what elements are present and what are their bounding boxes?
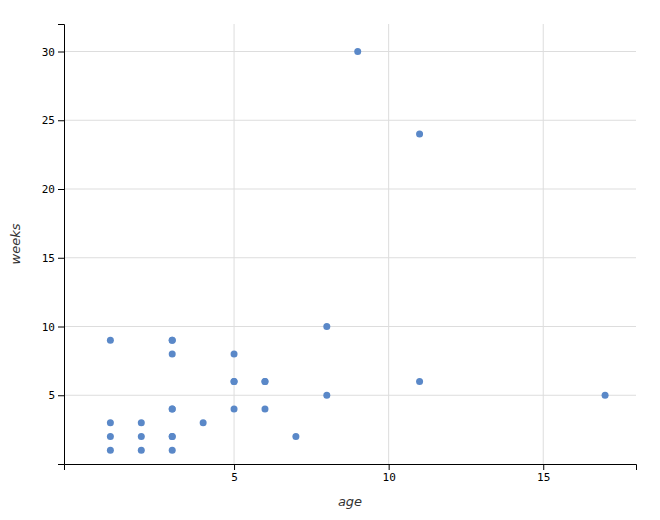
x-tick-mark: [389, 464, 390, 470]
y-tick: 10: [42, 321, 64, 334]
point: [261, 378, 268, 385]
y-axis-line: [58, 25, 65, 465]
y-tick-label: 10: [42, 321, 55, 334]
y-tick-mark: [58, 189, 64, 190]
plot: 5 10 15 5 10 15 20 25 30 age weeks: [8, 24, 637, 509]
point: [169, 351, 176, 358]
y-tick-mark: [58, 120, 64, 121]
chart-container: 5 10 15 5 10 15 20 25 30 age weeks: [0, 0, 660, 520]
point: [107, 433, 114, 440]
x-tick: 5: [231, 464, 238, 484]
point: [231, 378, 238, 385]
y-tick-label: 20: [42, 183, 55, 196]
y-tick: 30: [42, 46, 64, 59]
chart-svg: 5 10 15 5 10 15 20 25 30 age weeks: [0, 0, 660, 520]
point: [231, 351, 238, 358]
x-tick-label: 10: [383, 471, 396, 484]
y-tick: 15: [42, 252, 64, 265]
point: [292, 433, 299, 440]
point: [602, 392, 609, 399]
grid-line-y: [64, 395, 636, 396]
points: [107, 48, 609, 454]
x-tick-label: 15: [537, 471, 550, 484]
point: [416, 378, 423, 385]
y-tick: 25: [42, 114, 64, 127]
grid-line-y: [64, 257, 636, 258]
point: [261, 406, 268, 413]
point: [169, 406, 176, 413]
y-tick: 5: [48, 389, 64, 402]
point: [261, 378, 268, 385]
point: [138, 419, 145, 426]
y-tick-label: 5: [48, 389, 55, 402]
x-axis-label: age: [338, 494, 362, 509]
point: [138, 447, 145, 454]
y-tick-mark: [58, 52, 64, 53]
point: [169, 433, 176, 440]
point: [169, 433, 176, 440]
y-tick-mark: [58, 395, 64, 396]
y-tick-mark: [58, 327, 64, 328]
point: [138, 433, 145, 440]
y-tick-mark: [58, 258, 64, 259]
x-axis-line: [65, 465, 637, 471]
grid-line-y: [64, 326, 636, 327]
y-tick-label: 30: [42, 46, 55, 59]
grid-line-y: [64, 189, 636, 190]
point: [416, 131, 423, 138]
point: [323, 323, 330, 330]
point: [323, 392, 330, 399]
point: [200, 419, 207, 426]
grid-line-x: [388, 24, 389, 464]
y-tick-label: 25: [42, 114, 55, 127]
grid: [64, 24, 636, 464]
grid-line-y: [64, 120, 636, 121]
point: [231, 378, 238, 385]
grid-line-x: [234, 24, 235, 464]
x-tick-mark: [234, 464, 235, 470]
y-tick-label: 15: [42, 252, 55, 265]
x-tick-label: 5: [231, 471, 238, 484]
point: [169, 337, 176, 344]
point: [107, 337, 114, 344]
x-tick: 10: [383, 464, 396, 484]
point: [169, 406, 176, 413]
y-axis-label: weeks: [8, 223, 23, 264]
x-tick: 15: [537, 464, 550, 484]
point: [231, 406, 238, 413]
point: [169, 337, 176, 344]
point: [107, 447, 114, 454]
x-tick-mark: [543, 464, 544, 470]
grid-line-x: [543, 24, 544, 464]
y-tick: 20: [42, 183, 64, 196]
x-axis: 5 10 15: [65, 464, 637, 484]
grid-line-y: [64, 51, 636, 52]
point: [354, 48, 361, 55]
point: [169, 447, 176, 454]
y-axis: 5 10 15 20 25 30: [42, 25, 65, 465]
point: [107, 419, 114, 426]
